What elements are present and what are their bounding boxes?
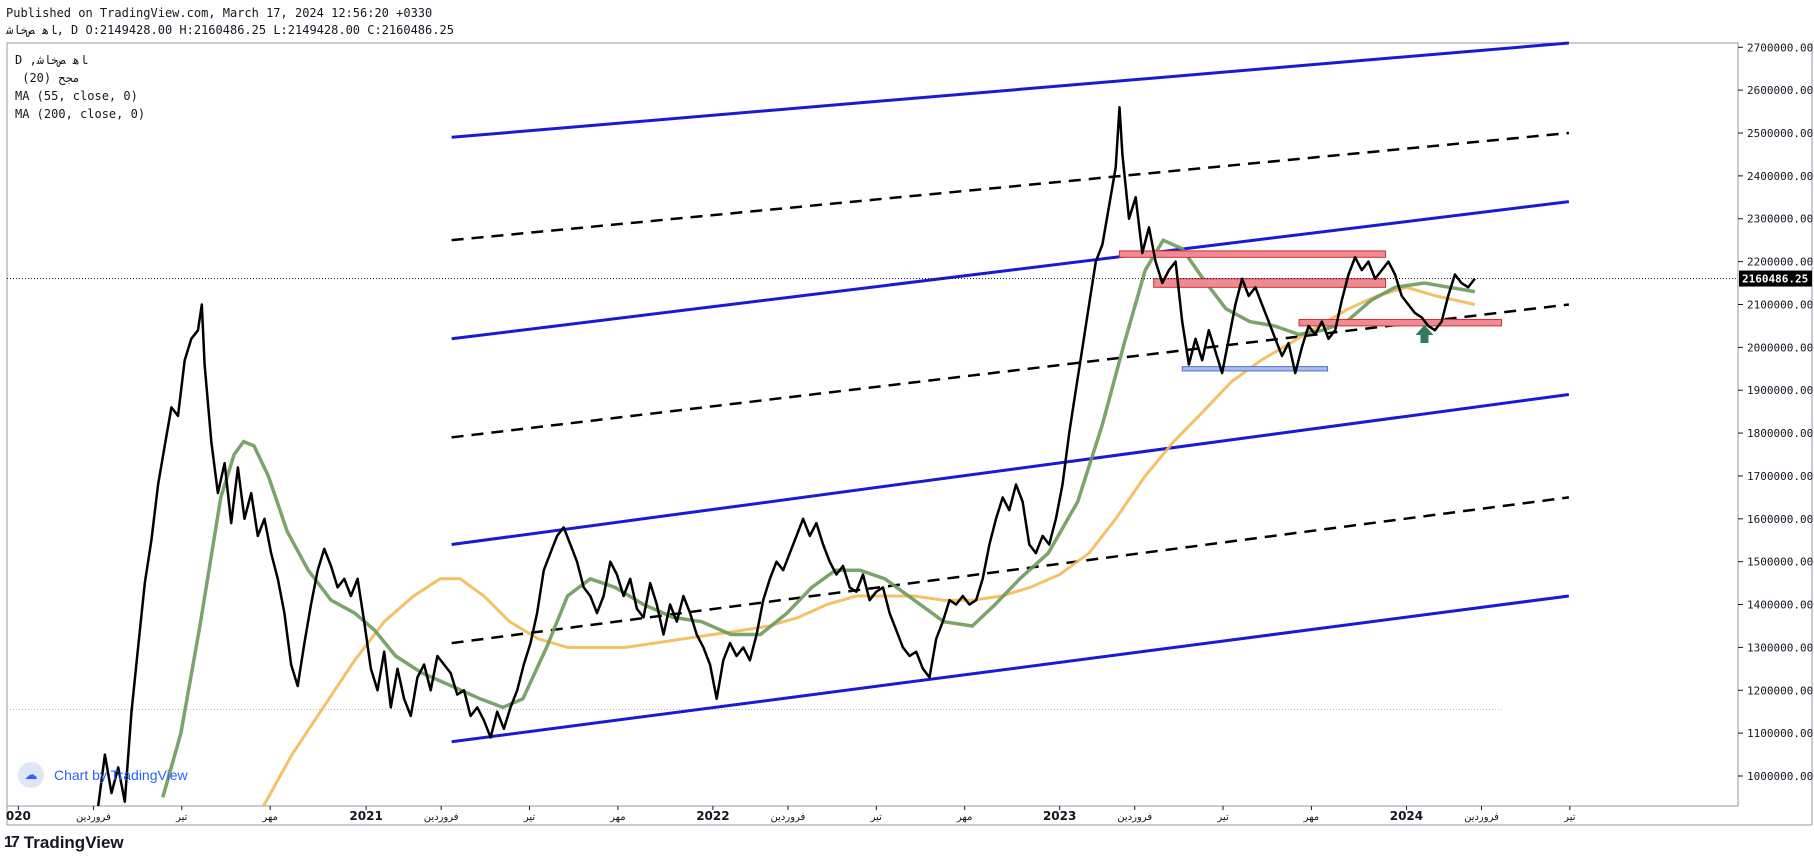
x-tick-label: فروردین: [1117, 812, 1152, 823]
channel-line: [451, 200, 1570, 341]
x-tick-label: تیر: [523, 812, 536, 823]
x-tick-label: مهر: [609, 812, 625, 823]
channel-line: [451, 393, 1570, 547]
tradingview-cloud-icon: ☁: [18, 762, 44, 788]
x-tick-label: مهر: [956, 812, 972, 823]
ma200-line: [262, 285, 1476, 807]
x-tick-label: فروردین: [1464, 812, 1499, 823]
x-tick-label: 2024: [1390, 809, 1423, 823]
channel-line: [451, 594, 1570, 744]
x-tick-label: 2023: [1043, 809, 1076, 823]
channel-line: [451, 41, 1570, 139]
legend-symbol[interactable]: D ,ﺎﻫ ﺺﺧﺎﺷ: [15, 53, 88, 67]
channel-midline: [451, 131, 1570, 242]
tradingview-logo-icon: 17: [4, 834, 20, 851]
x-tick-label: مهر: [1303, 812, 1319, 823]
y-tick-label: 1800000.00: [1747, 427, 1813, 440]
resistance-zone: [1153, 278, 1387, 288]
price-line: [96, 106, 1476, 807]
y-tick-label: 1600000.00: [1747, 513, 1813, 526]
brand-text: TradingView: [23, 833, 124, 852]
y-tick-label: 2300000.00: [1747, 213, 1813, 226]
y-tick-label: 1300000.00: [1747, 641, 1813, 654]
x-tick-label: تیر: [1216, 812, 1229, 823]
y-tick-label: 1900000.00: [1747, 384, 1813, 397]
y-tick-label: 1400000.00: [1747, 599, 1813, 612]
y-tick-label: 1200000.00: [1747, 684, 1813, 697]
y-tick-label: 1100000.00: [1747, 727, 1813, 740]
chart-watermark[interactable]: ☁ Chart by TradingView: [18, 762, 188, 788]
y-tick-label: 2500000.00: [1747, 127, 1813, 140]
up-arrow-icon: [1415, 325, 1434, 344]
y-tick-label: 1500000.00: [1747, 556, 1813, 569]
x-tick-label: 2021: [349, 809, 382, 823]
x-tick-label: 020: [6, 809, 31, 823]
x-tick-label: 2022: [696, 809, 729, 823]
y-tick-label: 1700000.00: [1747, 470, 1813, 483]
x-tick-label: فروردین: [424, 812, 459, 823]
y-tick-label: 1000000.00: [1747, 770, 1813, 783]
y-tick-label: 2400000.00: [1747, 170, 1813, 183]
ma55-line: [161, 237, 1476, 798]
plot-frame: [6, 42, 1739, 807]
y-tick-label: 2000000.00: [1747, 341, 1813, 354]
y-tick-label: 2100000.00: [1747, 298, 1813, 311]
x-tick-label: تیر: [870, 812, 883, 823]
y-tick-label: 2600000.00: [1747, 84, 1813, 97]
x-tick-label: مهر: [261, 812, 277, 823]
watermark-text: Chart by TradingView: [54, 767, 188, 783]
last-price-label-bg: [1739, 270, 1812, 287]
x-tick-label: فروردین: [771, 812, 806, 823]
x-tick-label: تیر: [175, 812, 188, 823]
x-tick-label: فروردین: [76, 812, 111, 823]
resistance-zone: [1298, 318, 1502, 327]
channel-midline: [451, 303, 1570, 439]
channel-midline: [451, 496, 1570, 645]
y-tick-label: 2200000.00: [1747, 256, 1813, 269]
last-price-label: 2160486.25: [1742, 273, 1808, 286]
support-zone: [1181, 366, 1329, 372]
legend-ma200[interactable]: MA (200, close, 0): [15, 107, 146, 121]
legend-ma55[interactable]: MA (55, close, 0): [15, 89, 138, 103]
x-tick-label: تیر: [1563, 812, 1576, 823]
y-tick-label: 2700000.00: [1747, 41, 1813, 54]
resistance-zone: [1119, 250, 1387, 258]
ohlc-header: ﺎﻫ ﺺﺧﺎﺷ, D O:2149428.00 H:2160486.25 L:2…: [6, 23, 454, 37]
legend-volume[interactable]: (20) مجح: [15, 71, 81, 85]
published-header: Published on TradingView.com, March 17, …: [6, 6, 433, 20]
tradingview-brand[interactable]: 17 TradingView: [4, 833, 124, 853]
